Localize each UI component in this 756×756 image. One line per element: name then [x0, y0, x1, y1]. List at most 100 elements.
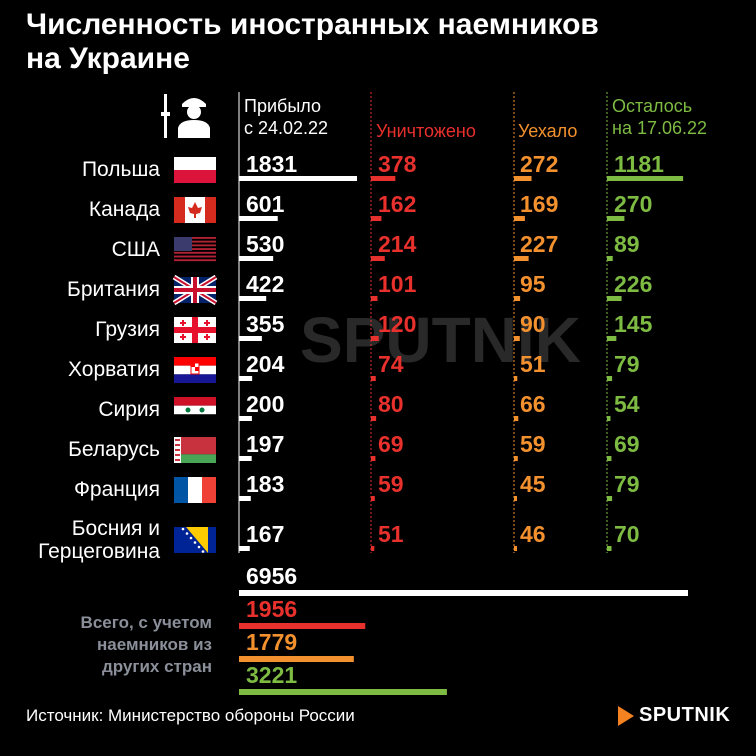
usa-flag	[174, 237, 216, 262]
chart-title: Численность иностранных наемников на Укр…	[26, 8, 746, 76]
bar-destroyed	[371, 416, 377, 421]
bar-arrived	[239, 176, 357, 181]
country-label: США	[112, 238, 160, 261]
bar-arrived	[239, 216, 278, 221]
country-label: Беларусь	[68, 438, 160, 461]
column-header-remaining: на 17.06.22	[612, 118, 707, 138]
value-label-left: 227	[520, 231, 558, 257]
bar-remaining	[607, 336, 617, 341]
total-label-remaining: 3221	[246, 662, 297, 688]
value-label-left: 90	[520, 311, 546, 337]
value-label-destroyed: 74	[378, 351, 404, 377]
bar-left	[514, 456, 518, 461]
country-label: Польша	[82, 158, 160, 181]
bar-left	[514, 376, 518, 381]
total-label-destroyed: 1956	[246, 596, 297, 622]
total-bar-arrived	[239, 590, 688, 596]
logo-triangle-icon	[618, 705, 634, 726]
value-label-arrived: 530	[246, 231, 284, 257]
bar-left	[514, 296, 521, 301]
bar-arrived	[239, 336, 262, 341]
value-label-remaining: 270	[614, 191, 652, 217]
bar-left	[514, 336, 520, 341]
bar-left	[514, 216, 525, 221]
value-label-destroyed: 101	[378, 271, 417, 297]
value-label-destroyed: 69	[378, 431, 404, 457]
value-label-remaining: 70	[614, 521, 640, 547]
column-header-arrived: с 24.02.22	[244, 118, 328, 138]
value-label-arrived: 167	[246, 521, 284, 547]
value-label-arrived: 601	[246, 191, 285, 217]
country-label: Босния и	[72, 517, 160, 540]
value-label-remaining: 79	[614, 471, 640, 497]
value-label-left: 45	[520, 471, 546, 497]
value-label-left: 169	[520, 191, 558, 217]
soldier-icon	[161, 94, 210, 138]
total-label-left: 1779	[246, 629, 297, 655]
belarus-flag	[174, 437, 216, 463]
bosnia-flag	[174, 527, 216, 553]
value-label-left: 272	[520, 151, 558, 177]
column-header-left: Уехало	[518, 121, 577, 141]
title-line: Численность иностранных наемников	[26, 8, 599, 41]
country-label: Британия	[67, 278, 160, 301]
value-label-left: 51	[520, 351, 546, 377]
value-label-arrived: 200	[246, 391, 284, 417]
country-label: Грузия	[95, 318, 160, 341]
value-label-destroyed: 120	[378, 311, 416, 337]
bar-destroyed	[371, 496, 375, 501]
value-label-destroyed: 59	[378, 471, 404, 497]
syria-flag	[174, 397, 216, 423]
column-header-remaining: Осталось	[612, 96, 692, 116]
bar-left	[514, 496, 517, 501]
poland-flag	[174, 157, 216, 183]
bar-remaining	[607, 546, 612, 551]
value-label-destroyed: 162	[378, 191, 416, 217]
bar-destroyed	[371, 546, 375, 551]
france-flag	[174, 477, 216, 503]
title-line: на Украине	[26, 42, 190, 75]
value-label-arrived: 204	[246, 351, 285, 377]
value-label-remaining: 145	[614, 311, 653, 337]
logo-text: SPUTNIK	[639, 704, 731, 726]
total-bar-destroyed	[239, 623, 366, 629]
total-bar-left	[239, 656, 354, 662]
value-label-destroyed: 378	[378, 151, 417, 177]
bar-remaining	[607, 256, 613, 261]
country-label: Канада	[89, 198, 160, 221]
bar-destroyed	[371, 256, 385, 261]
value-label-remaining: 89	[614, 231, 640, 257]
value-label-left: 66	[520, 391, 546, 417]
totals-caption: наемников из	[97, 635, 212, 654]
bar-remaining	[607, 296, 622, 301]
total-label-arrived: 6956	[246, 563, 297, 589]
sputnik-logo: SPUTNIK	[618, 704, 730, 727]
bar-arrived	[239, 456, 252, 461]
bar-remaining	[607, 496, 613, 501]
value-label-destroyed: 214	[378, 231, 417, 257]
value-label-left: 59	[520, 431, 546, 457]
value-label-remaining: 226	[614, 271, 652, 297]
bar-destroyed	[371, 456, 376, 461]
bar-destroyed	[371, 336, 379, 341]
country-label: Герцеговина	[38, 540, 160, 563]
value-label-arrived: 355	[246, 311, 285, 337]
bar-left	[514, 416, 519, 421]
column-header-destroyed: Уничтожено	[376, 121, 476, 141]
bar-arrived	[239, 296, 267, 301]
bar-remaining	[607, 416, 611, 421]
croatia-flag	[174, 357, 216, 383]
country-label: Сирия	[98, 398, 160, 421]
totals-caption: других стран	[102, 657, 212, 676]
value-label-destroyed: 51	[378, 521, 404, 547]
bar-arrived	[239, 416, 252, 421]
uk-flag	[172, 274, 218, 306]
value-label-arrived: 197	[246, 431, 284, 457]
bar-left	[514, 546, 517, 551]
source-note: Источник: Министерство обороны России	[26, 706, 355, 725]
value-label-destroyed: 80	[378, 391, 404, 417]
value-label-left: 95	[520, 271, 546, 297]
value-label-remaining: 54	[614, 391, 640, 417]
value-label-left: 46	[520, 521, 546, 547]
